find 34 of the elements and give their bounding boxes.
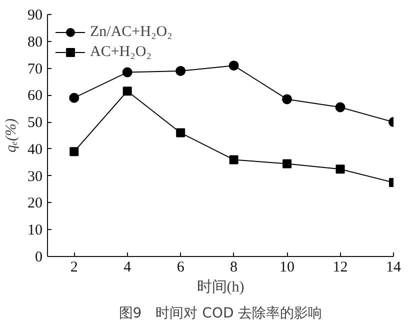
y-tick-label: 20 [28,196,42,212]
legend-label: Zn/AC+H₂O₂ [90,24,172,40]
y-tick-label: 60 [28,88,42,104]
x-tick-label: 10 [280,260,295,276]
point [282,94,292,104]
point [176,66,186,76]
point [69,92,80,103]
x-tick-label: 4 [124,260,132,276]
x-tick-label: 6 [176,260,185,276]
y-tick-label: 40 [28,142,42,158]
x-axis-title: 时间(h) [196,278,244,296]
point [336,164,345,174]
point [122,86,132,96]
text: 图9 时间对 COD 去除率的影响 [118,306,322,322]
y-tick-label: 50 [28,115,42,132]
point [70,147,79,156]
x-tick-label: 2 [70,260,78,276]
point [228,60,239,71]
y-tick-label: 0 [35,250,42,266]
x-tick-label: 8 [230,260,238,276]
point [229,155,238,164]
point [282,159,292,168]
y-tick-label: 80 [28,34,42,50]
y-tick-label: 30 [28,168,42,185]
y-tick-label: 10 [28,222,42,239]
y-tick-label: 90 [28,8,42,24]
x-tick-label: 12 [332,260,348,276]
point [335,102,346,112]
point [122,67,132,78]
y-axis-title: qₑ(%) [4,118,20,152]
point [176,128,186,138]
x-tick-label: 14 [386,260,402,276]
y-tick-label: 70 [28,61,42,78]
legend-label: AC+H₂O₂ [90,44,152,60]
